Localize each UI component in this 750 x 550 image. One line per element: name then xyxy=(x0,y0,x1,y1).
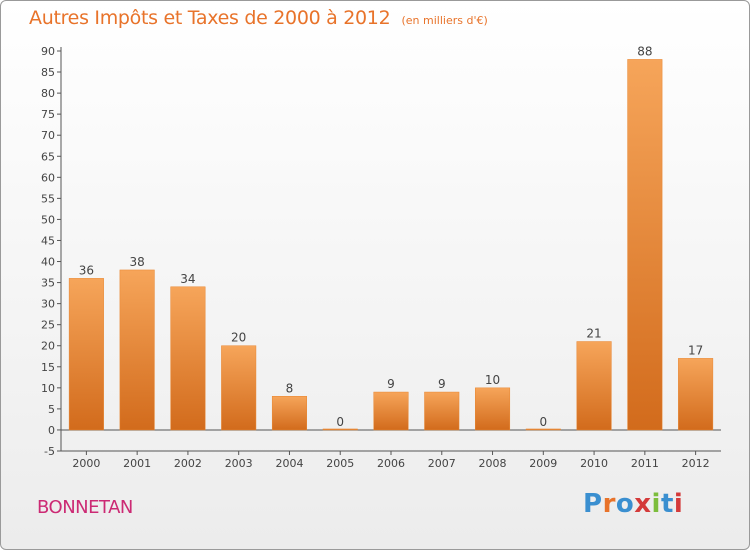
y-tick-label: 20 xyxy=(41,340,55,353)
chart-data-labels: 36 38 34 20 8 0 9 9 10 0 21 88 17 xyxy=(79,44,704,429)
y-tick-label: 55 xyxy=(41,192,55,205)
bar-2007 xyxy=(424,391,460,431)
x-tick-label: 2007 xyxy=(428,457,456,470)
chart-title-main: Autres Impôts et Taxes de 2000 à 2012 xyxy=(29,7,391,29)
bar-2011 xyxy=(627,59,663,431)
bar-2009 xyxy=(525,428,561,431)
chart-title-unit: (en milliers d'€) xyxy=(401,14,488,27)
x-tick-label: 2012 xyxy=(682,457,710,470)
y-tick-label: 50 xyxy=(41,213,55,226)
x-tick-label: 2009 xyxy=(529,457,557,470)
data-label-2006: 9 xyxy=(387,377,395,391)
data-label-2003: 20 xyxy=(231,331,246,345)
data-label-2001: 38 xyxy=(130,255,145,269)
y-tick-label: 45 xyxy=(41,234,55,247)
y-tick-label: 90 xyxy=(41,45,55,58)
y-tick-label: 25 xyxy=(41,319,55,332)
x-tick-label: 2001 xyxy=(123,457,151,470)
y-tick-label: 75 xyxy=(41,108,55,121)
y-tick-label: 35 xyxy=(41,277,55,290)
data-label-2009: 0 xyxy=(539,415,547,429)
x-tick-label: 2011 xyxy=(631,457,659,470)
bar-2012 xyxy=(678,358,714,431)
chart-title: Autres Impôts et Taxes de 2000 à 2012 (e… xyxy=(29,7,488,29)
bar-2005 xyxy=(322,428,358,431)
x-tick-label: 2010 xyxy=(580,457,608,470)
data-label-2005: 0 xyxy=(336,415,344,429)
y-tick-label: 70 xyxy=(41,129,55,142)
y-tick-label: 85 xyxy=(41,66,55,79)
bar-2000 xyxy=(68,278,104,431)
x-tick-label: 2004 xyxy=(275,457,303,470)
y-tick-label: 40 xyxy=(41,256,55,269)
bar-2008 xyxy=(475,387,511,431)
data-label-2012: 17 xyxy=(688,343,703,357)
bar-2004 xyxy=(271,396,307,431)
chart-bars xyxy=(68,59,714,431)
bar-2001 xyxy=(119,269,155,431)
data-label-2011: 88 xyxy=(637,44,652,58)
y-tick-label: 15 xyxy=(41,361,55,374)
commune-name: BONNETAN xyxy=(37,497,133,518)
data-label-2010: 21 xyxy=(586,327,601,341)
data-label-2008: 10 xyxy=(485,373,500,387)
y-tick-label: 10 xyxy=(41,382,55,395)
data-label-2000: 36 xyxy=(79,263,94,277)
x-tick-label: 2002 xyxy=(174,457,202,470)
y-tick-label: 30 xyxy=(41,298,55,311)
data-label-2007: 9 xyxy=(438,377,446,391)
y-tick-label: 80 xyxy=(41,87,55,100)
bar-2006 xyxy=(373,391,409,431)
x-tick-label: 2003 xyxy=(225,457,253,470)
y-tick-label: 5 xyxy=(48,403,55,416)
x-tick-label: 2000 xyxy=(72,457,100,470)
x-tick-label: 2005 xyxy=(326,457,354,470)
y-tick-label: 0 xyxy=(48,424,55,437)
bar-2003 xyxy=(221,345,257,431)
proxiti-logo: Proxiti xyxy=(583,489,684,519)
y-tick-label: 60 xyxy=(41,171,55,184)
bar-2010 xyxy=(576,341,612,431)
x-tick-label: 2008 xyxy=(479,457,507,470)
bar-2002 xyxy=(170,286,206,431)
y-tick-label: 65 xyxy=(41,150,55,163)
data-label-2004: 8 xyxy=(286,381,294,395)
x-tick-label: 2006 xyxy=(377,457,405,470)
data-label-2002: 34 xyxy=(180,272,195,286)
y-tick-label: -5 xyxy=(44,445,55,458)
